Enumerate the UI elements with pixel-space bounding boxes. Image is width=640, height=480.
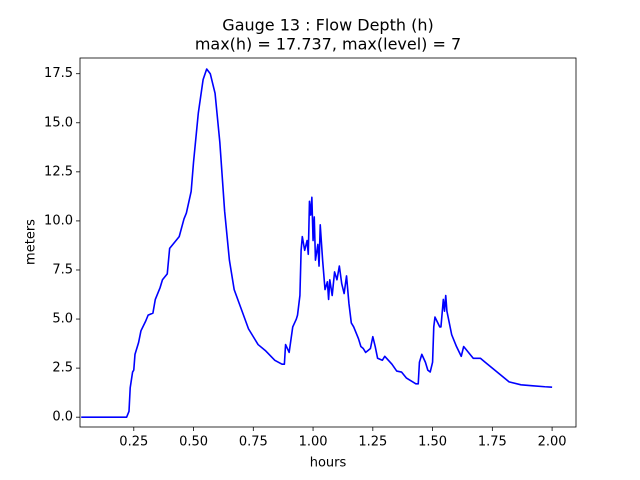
y-tick-label: 7.5: [52, 262, 73, 277]
y-tick-label: 12.5: [44, 164, 73, 179]
y-tick-label: 10.0: [44, 213, 73, 228]
x-axis-label: hours: [310, 456, 347, 471]
x-tick-label: 0.75: [239, 435, 268, 450]
axes-frame: [79, 57, 577, 428]
chart-title: Gauge 13 : Flow Depth (h): [222, 16, 433, 35]
x-tick-label: 1.75: [478, 435, 507, 450]
y-tick-label: 15.0: [44, 115, 73, 130]
chart-subtitle: max(h) = 17.737, max(level) = 7: [195, 35, 461, 54]
y-tick-label: 0.0: [52, 410, 73, 425]
data-line: [81, 68, 553, 418]
x-tick-label: 1.50: [418, 435, 447, 450]
x-tick-label: 2.00: [538, 435, 567, 450]
x-tick-label: 1.25: [358, 435, 387, 450]
y-tick-label: 5.0: [52, 312, 73, 327]
x-tick-label: 0.50: [179, 435, 208, 450]
x-tick-label: 1.00: [299, 435, 328, 450]
y-tick-label: 2.5: [52, 361, 73, 376]
y-axis-label: meters: [24, 219, 39, 265]
y-tick-label: 17.5: [44, 66, 73, 81]
x-tick-label: 0.25: [119, 435, 148, 450]
